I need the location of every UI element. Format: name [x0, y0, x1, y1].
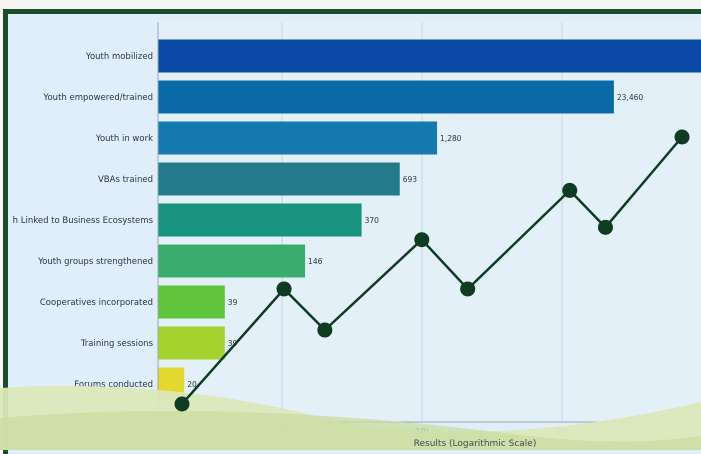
overlay-line-point: [174, 396, 190, 412]
data-label: 23,460: [617, 93, 643, 102]
y-tick-label: VBAs trained: [98, 175, 153, 185]
bar: [158, 162, 400, 196]
bar: [158, 285, 225, 319]
y-tick-label: Youth mobilized: [85, 52, 153, 62]
x-axis-label: Results (Logarithmic Scale): [414, 439, 537, 449]
overlay-line: [174, 129, 690, 412]
bars: [158, 39, 701, 401]
data-label: 146: [308, 257, 323, 266]
y-tick-label: Youth in work: [95, 134, 153, 144]
data-label: 1,280: [440, 134, 462, 143]
overlay-line-point: [414, 232, 430, 248]
y-tick-label: Forums conducted: [74, 380, 153, 390]
y-tick-label: Youth groups strengthened: [37, 257, 153, 267]
y-tick-label: Youth empowered/trained: [42, 93, 153, 103]
data-label: 20: [187, 380, 197, 389]
y-tick-label: h Linked to Business Ecosystems: [13, 216, 154, 226]
bar: [158, 203, 362, 237]
bar: [158, 39, 701, 73]
overlay-line-point: [317, 322, 333, 338]
overlay-line-point: [562, 182, 578, 198]
data-label: 39: [228, 339, 238, 348]
data-label: 693: [403, 175, 418, 184]
bar: [158, 80, 614, 114]
overlay-line-point: [597, 219, 613, 235]
y-tick-label: Training sessions: [80, 339, 154, 349]
overlay-line-point: [460, 281, 476, 297]
bar: [158, 326, 225, 360]
decorative-wave-2: [0, 411, 701, 450]
data-label: 370: [365, 216, 380, 225]
bar: [158, 121, 438, 155]
overlay-line-point: [674, 129, 690, 145]
labels: Youth mobilized Youth empowered/trained 23…: [13, 52, 644, 390]
overlay-line-path: [181, 136, 683, 405]
overlay-line-point: [276, 281, 292, 297]
bar: [158, 244, 306, 278]
y-tick-label: Cooperatives incorporated: [40, 298, 153, 308]
data-label: 39: [228, 298, 238, 307]
